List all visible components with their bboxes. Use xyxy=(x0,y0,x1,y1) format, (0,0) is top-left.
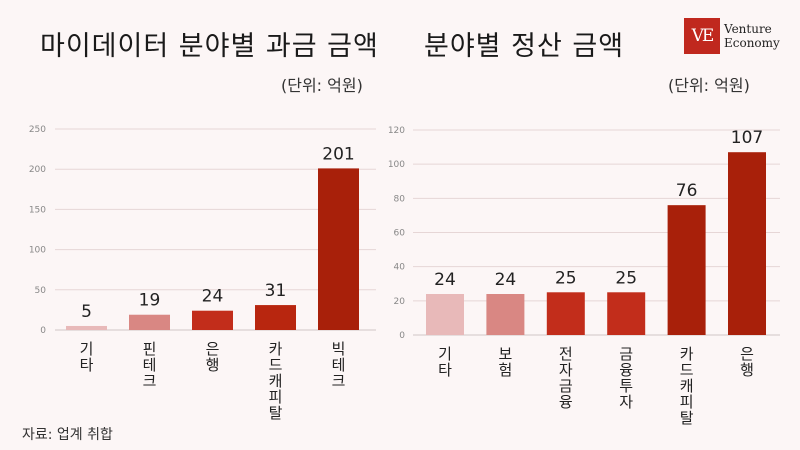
logo-text-line2: Economy xyxy=(724,36,780,50)
right-ytick-label: 120 xyxy=(388,126,405,136)
right-chart-title: 분야별 정산 금액 xyxy=(424,31,625,62)
left-data-label: 24 xyxy=(202,287,224,307)
left-chart-title: 마이데이터 분야별 과금 금액 xyxy=(40,31,379,62)
logo-mark: VE xyxy=(684,18,720,54)
logo-text-line1: Venture xyxy=(724,22,772,36)
right-ytick-label: 100 xyxy=(388,160,405,170)
right-bar xyxy=(728,152,766,335)
left-ytick-label: 0 xyxy=(40,326,46,336)
left-data-label: 5 xyxy=(81,302,92,322)
venture-economy-logo: VE Venture Economy xyxy=(684,18,784,58)
right-ytick-label: 20 xyxy=(394,297,406,307)
right-ytick-label: 0 xyxy=(399,331,405,341)
left-data-label: 31 xyxy=(265,281,287,301)
right-data-label: 107 xyxy=(731,128,763,148)
right-data-label: 25 xyxy=(615,268,637,288)
right-bar-chart: 0 20 40 60 80 100 120 24 기 타 24 보 험 25 전 자 금 융 25 금 융 투 자 76 카 드 캐… xyxy=(388,126,780,427)
right-data-label: 24 xyxy=(495,270,517,290)
right-bar xyxy=(607,292,646,335)
left-bar xyxy=(192,310,233,330)
right-bar xyxy=(486,294,525,335)
right-data-label: 24 xyxy=(434,270,456,290)
left-bar xyxy=(255,305,296,330)
left-bar xyxy=(318,168,359,330)
left-ytick-label: 250 xyxy=(29,125,46,135)
left-data-label: 201 xyxy=(322,144,354,164)
right-bar xyxy=(426,294,464,335)
right-bar xyxy=(667,205,706,335)
left-bar xyxy=(66,325,107,330)
right-ytick-label: 40 xyxy=(394,263,406,273)
left-unit-label: (단위: 억원) xyxy=(281,76,363,95)
source-note: 자료: 업계 취합 xyxy=(22,427,113,443)
right-data-label: 25 xyxy=(555,268,577,288)
right-bar xyxy=(546,292,585,335)
right-unit-label: (단위: 억원) xyxy=(668,76,750,95)
left-ytick-label: 150 xyxy=(29,205,46,215)
left-ytick-label: 100 xyxy=(29,246,46,256)
left-bar-chart: 0 50 100 150 200 250 5 기 타 19 핀 테 크 24 은 행 31 카 드 캐 피 탈 201 빅 테 크 xyxy=(29,125,376,422)
left-data-label: 19 xyxy=(139,291,161,311)
left-ytick-label: 200 xyxy=(29,165,46,175)
left-ytick-label: 50 xyxy=(35,286,47,296)
right-ytick-label: 80 xyxy=(394,194,406,204)
right-data-label: 76 xyxy=(676,181,698,201)
left-bar xyxy=(129,314,170,330)
right-ytick-label: 60 xyxy=(394,229,406,239)
